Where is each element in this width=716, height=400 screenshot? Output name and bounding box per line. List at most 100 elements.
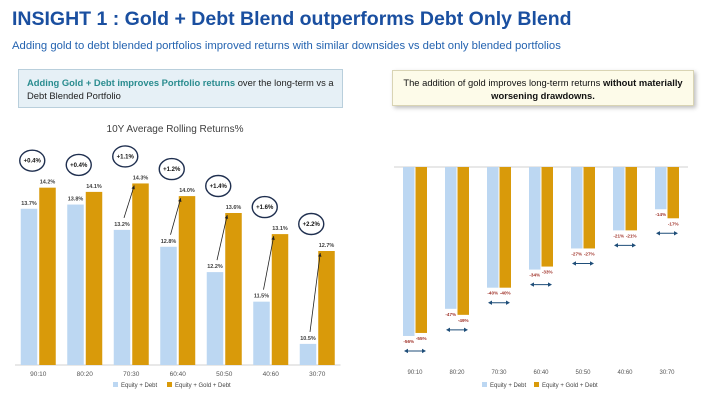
bar-equity-debt	[655, 167, 667, 210]
drawdown-callout-text: The addition of gold improves long-term …	[403, 77, 603, 88]
range-arrow-head	[614, 243, 618, 248]
range-arrow-head	[530, 282, 534, 287]
bar-equity-gold-debt	[415, 167, 427, 333]
bar-equity-gold-debt	[457, 167, 469, 315]
bar-equity-gold-debt	[541, 167, 553, 267]
data-label: 13.7%	[21, 201, 37, 207]
bar-equity-gold-debt	[318, 251, 335, 365]
legend-swatch-equity-debt	[482, 382, 487, 387]
data-label: 12.7%	[319, 243, 335, 249]
x-tick-label: 80:20	[77, 371, 94, 378]
bar-equity-debt	[403, 167, 415, 336]
legend-label-equity-debt: Equity + Debt	[121, 383, 158, 389]
x-tick-label: 40:60	[617, 370, 633, 376]
range-arrow-head	[404, 348, 408, 354]
bar-equity-gold-debt	[85, 191, 103, 365]
returns-callout: Adding Gold + Debt improves Portfolio re…	[18, 69, 343, 108]
legend-swatch-equity-gold-debt	[167, 382, 172, 387]
data-label: -33%	[542, 270, 553, 275]
x-tick-label: 60:40	[170, 371, 187, 378]
data-label: 14.0%	[179, 188, 195, 194]
gain-arrow-head	[178, 198, 182, 203]
gain-arrow	[216, 214, 228, 261]
data-label: 14.3%	[133, 175, 149, 181]
data-label: 13.1%	[272, 226, 288, 232]
data-label: -21%	[613, 233, 624, 238]
x-tick-label: 40:60	[263, 371, 280, 378]
range-arrow-head	[488, 300, 492, 305]
bar-equity-gold-debt	[625, 167, 637, 231]
data-label: -34%	[529, 273, 540, 278]
gain-annotation: +1.4%	[210, 184, 228, 190]
gain-annotation: +0.4%	[70, 163, 88, 169]
drawdown-chart: -56%-55% 90:10 -47%-49% 80:20 -40% -40% 70:30 -…	[394, 166, 688, 389]
data-label: -49%	[458, 318, 469, 323]
data-label: -27%	[584, 251, 595, 256]
gain-annotation: +2.2%	[303, 222, 321, 228]
data-label: -56%	[403, 339, 414, 344]
gain-circle	[158, 157, 185, 181]
x-tick-label: 50:50	[216, 371, 233, 378]
data-label: -27%	[571, 251, 582, 256]
gain-circle	[112, 145, 139, 168]
range-arrow-head	[548, 282, 552, 287]
page-title: INSIGHT 1 : Gold + Debt Blend outperform…	[12, 8, 572, 30]
gain-circle	[298, 212, 325, 236]
data-label: 14.1%	[86, 184, 102, 190]
bar-equity-gold-debt	[132, 183, 149, 365]
x-tick-label: 90:10	[30, 371, 47, 378]
legend-label-equity-gold-debt: Equity + Gold + Debt	[175, 383, 231, 389]
bar-equity-debt	[20, 208, 38, 365]
returns-callout-text: over the long-term vs a Debt Blended Por…	[27, 77, 334, 101]
bar-equity-debt	[67, 204, 84, 365]
gain-annotation: +1.6%	[256, 205, 274, 211]
range-arrow-head	[506, 300, 510, 305]
gain-arrow-head	[224, 215, 229, 219]
data-label: 14.2%	[40, 180, 56, 186]
gain-arrow	[309, 252, 321, 332]
gain-arrow-head	[271, 236, 275, 240]
data-label: -47%	[445, 312, 456, 317]
data-label: 13.2%	[114, 222, 130, 228]
gain-circle	[251, 195, 278, 219]
bar-equity-debt	[445, 167, 457, 309]
data-label: -55%	[416, 336, 427, 341]
legend-label-equity-gold-debt: Equity + Gold + Debt	[542, 383, 598, 389]
data-label: 11.5%	[254, 294, 269, 300]
page-subtitle: Adding gold to debt blended portfolios i…	[12, 40, 561, 52]
range-arrow-head	[674, 231, 678, 236]
legend-label-equity-debt: Equity + Debt	[490, 383, 527, 389]
data-label: 12.2%	[207, 264, 223, 270]
bar-equity-debt	[299, 343, 317, 365]
range-arrow-head	[572, 261, 576, 266]
bar-equity-gold-debt	[178, 196, 196, 365]
x-tick-label: 70:30	[123, 371, 140, 378]
gain-arrow-head	[131, 185, 135, 190]
gain-arrow	[263, 236, 275, 290]
data-label: -40%	[500, 291, 511, 296]
bar-equity-debt	[487, 167, 499, 288]
data-label: 13.8%	[68, 197, 84, 203]
bar-equity-gold-debt	[583, 167, 595, 249]
x-tick-label: 90:10	[407, 370, 423, 376]
data-label: -40%	[487, 291, 498, 296]
gain-arrow-head	[318, 253, 322, 257]
range-arrow-head	[590, 261, 594, 266]
range-arrow-head	[446, 327, 450, 333]
gain-arrow	[123, 185, 135, 219]
gain-circle	[205, 174, 232, 198]
rolling-returns-chart: 10Y Average Rolling Returns% 13.7% 14.2% 90…	[15, 124, 341, 389]
data-label: 10.5%	[300, 336, 316, 342]
range-arrow-head	[422, 348, 426, 354]
legend-swatch-equity-debt	[113, 382, 118, 387]
range-arrow-head	[656, 231, 660, 236]
bar-equity-debt	[613, 167, 625, 231]
x-tick-label: 80:20	[449, 370, 465, 376]
gain-annotation: +0.4%	[24, 159, 42, 165]
chart-title: 10Y Average Rolling Returns%	[107, 124, 244, 135]
gain-circle	[65, 153, 92, 177]
bar-equity-gold-debt	[225, 213, 242, 365]
data-label: -14%	[655, 212, 666, 217]
bar-equity-debt	[529, 167, 541, 270]
bar-equity-gold-debt	[667, 167, 679, 219]
